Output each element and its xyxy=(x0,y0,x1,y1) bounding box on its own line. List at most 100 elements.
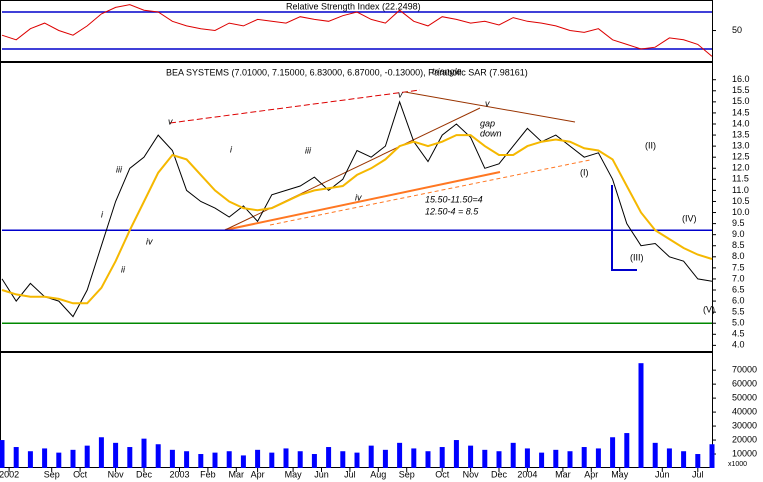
y-tick-label: 70000 xyxy=(732,365,757,375)
y-tick-label: 20000 xyxy=(732,434,757,444)
annotation: 12.50-4 = 8.5 xyxy=(425,206,479,216)
x-tick-label: Oct xyxy=(435,469,450,479)
volume-bar xyxy=(496,451,502,468)
volume-bar xyxy=(695,454,701,468)
y-tick-label: 15.5 xyxy=(732,85,750,95)
volume-bar xyxy=(70,449,76,468)
volume-bar xyxy=(141,438,147,468)
y-tick-label: 11.0 xyxy=(732,185,749,195)
volume-bar xyxy=(439,447,445,468)
volume-bar xyxy=(113,442,119,468)
series-line xyxy=(1,134,713,305)
annotation: (I) xyxy=(580,167,589,177)
x-tick-label: Nov xyxy=(463,469,480,479)
volume-bar xyxy=(269,452,275,468)
x-tick-label: Mar xyxy=(229,469,245,479)
x-tick-label: Jul xyxy=(692,469,704,479)
volume-bar xyxy=(638,363,644,468)
y-tick-label: 13.0 xyxy=(732,140,750,150)
series-line xyxy=(1,100,713,318)
volume-bar xyxy=(255,449,261,468)
x-tick-label: Dec xyxy=(491,469,508,479)
volume-bar xyxy=(155,444,161,468)
annotation: v xyxy=(485,98,490,108)
volume-bar xyxy=(453,440,459,468)
y-tick-label: 60000 xyxy=(732,379,757,389)
annotation: (IV) xyxy=(682,213,697,223)
volume-bar xyxy=(127,447,133,468)
x-tick-label: Sep xyxy=(44,469,60,479)
volume-bar xyxy=(326,447,332,468)
y-tick-label: 10000 xyxy=(732,448,757,458)
price-frame xyxy=(0,62,713,352)
volume-bar xyxy=(652,442,658,468)
x-tick-label: May xyxy=(285,469,303,479)
y-tick-label: 40000 xyxy=(732,406,757,416)
y-tick-label: 7.0 xyxy=(732,273,745,283)
volume-bar xyxy=(98,437,104,468)
annotation: i xyxy=(101,209,104,219)
y-tick-label: 6.5 xyxy=(732,284,745,294)
annotation: iii xyxy=(305,145,312,155)
annotation: i xyxy=(230,144,233,154)
annotation: 15.50-11.50=4 xyxy=(425,194,483,204)
x-tick-label: Oct xyxy=(73,469,88,479)
annotation: iii xyxy=(116,164,123,174)
rsi-title: Relative Strength Index (22.2498) xyxy=(286,1,421,11)
volume-bar xyxy=(283,448,289,468)
annotation: down xyxy=(480,128,502,138)
volume-unit: x1000 xyxy=(728,461,747,468)
volume-bar xyxy=(0,440,5,468)
volume-bar xyxy=(666,448,672,468)
volume-bar xyxy=(510,442,516,468)
volume-bar xyxy=(184,451,190,468)
x-tick-label: Feb xyxy=(200,469,216,479)
y-tick-label: 30000 xyxy=(732,420,757,430)
volume-bar xyxy=(567,451,573,468)
volume-bar xyxy=(397,442,403,468)
y-tick-label: 50 xyxy=(732,25,742,35)
annotation: iv xyxy=(355,192,362,202)
y-tick-label: 5.0 xyxy=(732,318,745,328)
annotation: v xyxy=(398,89,403,99)
volume-bar xyxy=(411,448,417,468)
y-tick-label: 10.0 xyxy=(732,207,750,217)
y-tick-label: 13.5 xyxy=(732,129,750,139)
x-tick-label: Jul xyxy=(344,469,356,479)
volume-bar xyxy=(524,448,530,468)
volume-bar xyxy=(595,448,601,468)
volume-bar xyxy=(226,451,232,468)
volume-bar xyxy=(681,451,687,468)
y-tick-label: 10.5 xyxy=(732,196,750,206)
volume-bar xyxy=(198,454,204,468)
y-tick-label: 15.0 xyxy=(732,96,750,106)
volume-bar xyxy=(27,451,33,468)
volume-bar xyxy=(212,452,218,468)
trend-line xyxy=(269,159,591,226)
x-tick-label: Dec xyxy=(136,469,153,479)
volume-bar xyxy=(340,451,346,468)
y-tick-label: 8.0 xyxy=(732,251,745,261)
trend-line xyxy=(224,171,501,231)
volume-bar xyxy=(311,454,317,468)
y-tick-label: 6.0 xyxy=(732,295,745,305)
volume-bar xyxy=(42,448,48,468)
annotation: (III) xyxy=(630,252,644,262)
target-bracket xyxy=(611,185,637,271)
trend-line xyxy=(404,91,576,123)
x-tick-label: 2004 xyxy=(517,469,537,479)
volume-bar xyxy=(482,449,488,468)
x-tick-label: Jun xyxy=(655,469,670,479)
volume-bar xyxy=(425,451,431,468)
y-tick-label: 8.5 xyxy=(732,240,745,250)
volume-bar xyxy=(709,444,715,468)
y-tick-label: 4.5 xyxy=(732,329,745,339)
x-tick-label: Sep xyxy=(399,469,415,479)
y-tick-label: 14.0 xyxy=(732,118,750,128)
annotation: iv xyxy=(146,236,153,246)
volume-bar xyxy=(13,447,19,468)
x-tick-label: 2002 xyxy=(0,469,19,479)
x-tick-label: Apr xyxy=(584,469,598,479)
